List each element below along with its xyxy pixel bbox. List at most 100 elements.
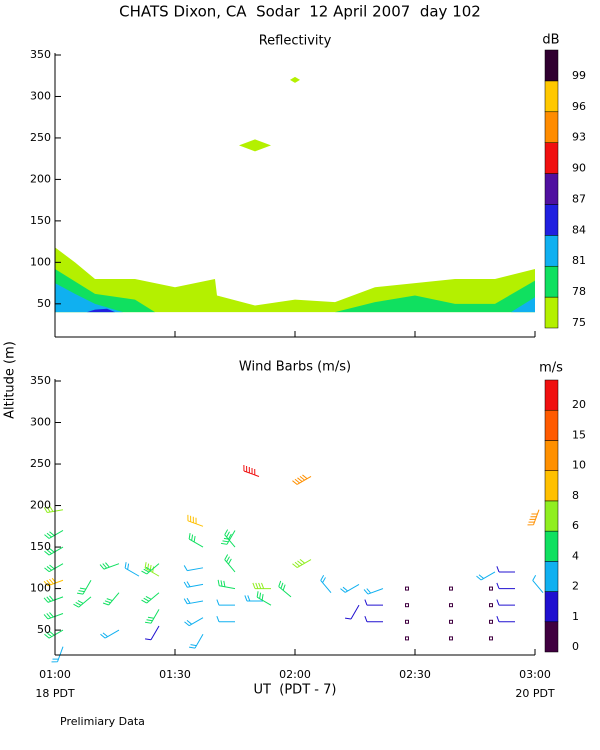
wind-barb: [144, 625, 160, 641]
contour-area: [87, 308, 115, 313]
barb-stroke: [364, 616, 383, 623]
wind-barb: [496, 582, 515, 590]
x-tick-label: 02:00: [279, 668, 311, 681]
wind-barb: [51, 646, 64, 663]
colorbar-tick-label: 6: [572, 519, 579, 532]
barb-stroke: [496, 566, 515, 573]
wind-barb: [292, 474, 312, 485]
wind-barb: [100, 629, 120, 639]
footer-left: 18 PDT: [35, 687, 75, 700]
wind-barb: [76, 580, 92, 595]
colorbar-tick-label: 1: [572, 610, 579, 623]
barb-stroke: [364, 599, 383, 606]
barb-stroke: [340, 583, 360, 593]
barb-stroke: [141, 563, 160, 575]
barb-stroke: [496, 616, 515, 623]
barb-stroke: [144, 562, 160, 577]
y-tick-label: 300: [30, 89, 51, 102]
barb-stroke: [188, 533, 204, 548]
calm-marker: [449, 586, 453, 591]
wind-barb: [43, 612, 64, 620]
wind-barb: [183, 565, 204, 572]
barb-stroke: [496, 582, 515, 590]
wind-barb: [256, 591, 272, 606]
x-axis-label: UT (PDT - 7): [254, 683, 337, 698]
barb-stroke: [43, 612, 64, 620]
wind-barb: [476, 571, 496, 581]
x-tick-label: 01:30: [159, 668, 191, 681]
wind-barb: [216, 616, 235, 623]
wind-barb: [183, 597, 204, 605]
colorbar-segment: [544, 173, 559, 205]
y-tick-label: 150: [30, 540, 51, 553]
colorbar-segment: [544, 379, 559, 411]
barb-stroke: [44, 629, 64, 639]
wind-barb: [44, 546, 64, 556]
colorbar-segment: [544, 142, 559, 174]
wind-barb: [44, 530, 64, 539]
wind-barb: [188, 533, 204, 548]
barb-stroke: [216, 599, 235, 606]
wind-barb: [344, 604, 360, 620]
wind-barb: [124, 562, 140, 577]
colorbar-tick-label: 8: [572, 489, 579, 502]
wind-barb: [496, 616, 515, 623]
contour-cell: [239, 139, 271, 152]
wind-barb: [496, 566, 515, 573]
colorbar-segment: [544, 296, 559, 329]
wind-barb: [144, 609, 160, 624]
panel-title: Wind Barbs (m/s): [239, 360, 351, 375]
y-tick-label: 300: [30, 416, 51, 429]
wind-barb: [224, 529, 236, 548]
wind-barb: [144, 562, 160, 577]
wind-barb: [184, 617, 204, 627]
calm-marker: [449, 636, 453, 641]
calm-marker: [449, 603, 453, 608]
colorbar-segment: [544, 80, 559, 113]
barb-stroke: [220, 530, 236, 545]
barb-stroke: [244, 595, 263, 602]
colorbar-tick-label: 99: [572, 69, 586, 82]
barb-stroke: [278, 580, 292, 598]
barb-stroke: [76, 580, 92, 595]
barb-stroke: [43, 595, 64, 603]
colorbar-tick-label: 84: [572, 223, 586, 236]
wind-barb: [220, 530, 236, 545]
note: Prelimiary Data: [60, 715, 145, 728]
barb-stroke: [51, 646, 64, 663]
wind-barb: [340, 583, 360, 593]
footer-right: 20 PDT: [515, 687, 555, 700]
y-tick-label: 200: [30, 172, 51, 185]
wind-barb: [217, 579, 236, 590]
y-axis-label: Altitude (m): [3, 341, 18, 419]
barb-stroke: [496, 599, 515, 606]
wind-barb: [532, 574, 544, 594]
colorbar-segment: [544, 500, 559, 532]
wind-barb: [244, 595, 263, 602]
barb-stroke: [224, 529, 236, 548]
barb-stroke: [532, 574, 544, 594]
barb-stroke: [183, 565, 204, 572]
barb-stroke: [292, 559, 312, 568]
colorbar-tick-label: 2: [572, 580, 579, 593]
wind-barb: [73, 596, 92, 608]
colorbar-tick-label: 0: [572, 640, 579, 653]
x-tick-label: 01:00: [39, 668, 71, 681]
colorbar-segment: [544, 49, 559, 82]
colorbar-tick-label: 4: [572, 549, 579, 562]
wind-barb: [243, 465, 260, 477]
wind-barb: [496, 599, 515, 606]
wind-barb: [141, 563, 160, 575]
y-tick-label: 200: [30, 499, 51, 512]
calm-marker: [489, 586, 493, 591]
wind-barb: [363, 588, 384, 595]
barb-stroke: [292, 474, 312, 485]
calm-marker: [405, 619, 409, 624]
barb-stroke: [183, 581, 204, 588]
colorbar-segment: [544, 204, 559, 236]
x-tick-label: 02:30: [399, 668, 431, 681]
colorbar-tick-label: 75: [572, 316, 586, 329]
wind-barb: [527, 509, 540, 526]
barb-stroke: [99, 562, 120, 570]
